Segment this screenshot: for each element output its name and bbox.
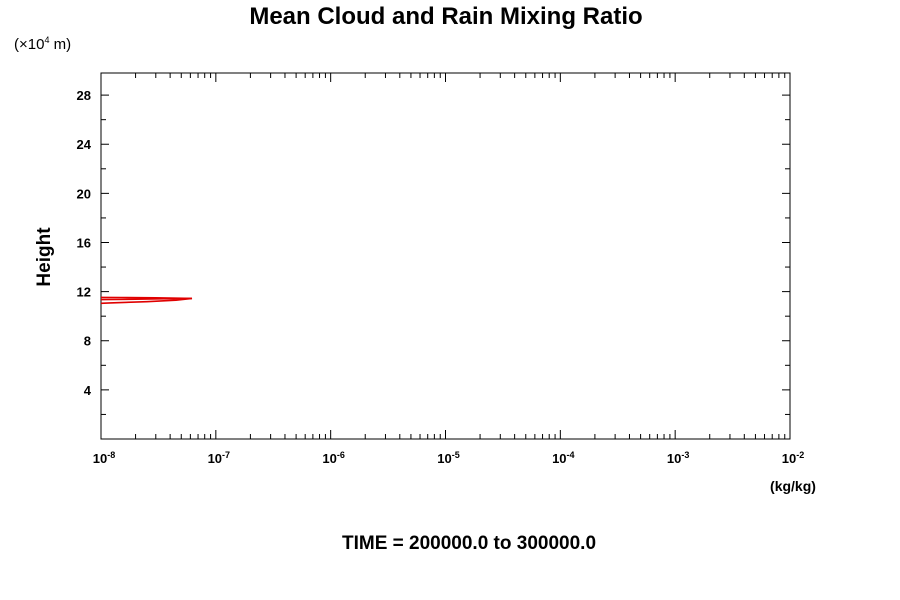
x-tick-label: 10-3	[667, 450, 689, 466]
y-tick-label: 20	[77, 186, 91, 201]
x-tick-label: 10-5	[437, 450, 459, 466]
y-tick-label: 4	[84, 383, 92, 398]
x-tick-label: 10-6	[322, 450, 344, 466]
x-tick-label: 10-8	[93, 450, 115, 466]
y-axis-label: Height	[34, 227, 55, 287]
y-tick-label: 16	[77, 235, 91, 250]
chart-title: Mean Cloud and Rain Mixing Ratio	[249, 3, 642, 30]
y-tick-label: 12	[77, 285, 91, 300]
x-tick-label: 10-2	[782, 450, 804, 466]
y-tick-label: 24	[77, 137, 92, 152]
y-scale-note: (×104 m)	[14, 35, 71, 53]
x-axis-unit: (kg/kg)	[770, 478, 816, 494]
y-tick-label: 28	[77, 88, 91, 103]
mixing-ratio-series-2	[100, 297, 193, 301]
plot-area: 4 8 12 16 20 24 28 10-8 10-7 10-6 10-5 10-4 10-3 10-2	[77, 72, 804, 466]
x-tick-label: 10-4	[552, 450, 574, 466]
time-range-footer: TIME = 200000.0 to 300000.0	[342, 533, 596, 554]
plot-frame	[100, 72, 791, 440]
x-tick-label: 10-7	[208, 450, 230, 466]
y-tick-label: 8	[84, 334, 91, 349]
